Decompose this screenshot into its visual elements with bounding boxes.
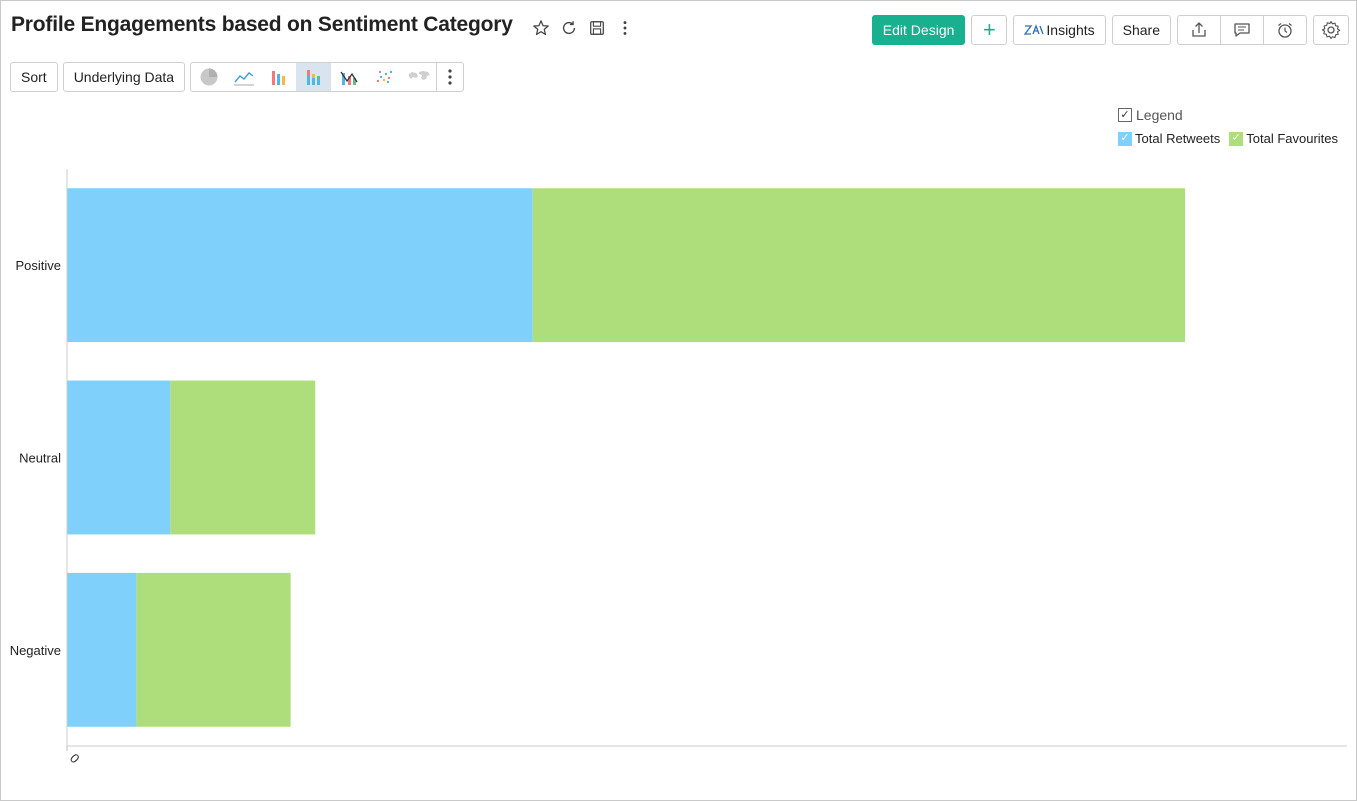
insights-button[interactable]: Insights	[1013, 15, 1106, 45]
comment-icon[interactable]	[1221, 16, 1264, 44]
line-chart-icon[interactable]	[226, 63, 261, 91]
bar-chart-icon[interactable]	[261, 63, 296, 91]
pie-chart-icon[interactable]	[191, 63, 226, 91]
checkbox-icon[interactable]: ✓	[1229, 131, 1244, 146]
bar-segment	[67, 380, 171, 535]
bar-segment	[532, 188, 1186, 343]
more-chart-types-icon[interactable]	[436, 63, 463, 91]
bar-segment	[67, 572, 137, 727]
category-label: Neutral	[19, 451, 61, 466]
save-icon[interactable]	[587, 18, 607, 38]
sort-button[interactable]: Sort	[10, 62, 58, 92]
alarm-clock-icon[interactable]	[1264, 16, 1306, 44]
insights-label: Insights	[1046, 22, 1095, 38]
settings-gear-icon[interactable]	[1313, 15, 1349, 45]
legend-items: ✓ Total Retweets ✓ Total Favourites	[1118, 131, 1338, 146]
legend-checkbox-icon[interactable]: ✓	[1118, 108, 1132, 122]
underlying-data-button[interactable]: Underlying Data	[62, 62, 186, 92]
legend-label: Total Retweets	[1135, 131, 1221, 146]
legend-item-favourites[interactable]: ✓ Total Favourites	[1229, 131, 1338, 146]
chart-type-switcher	[190, 62, 465, 92]
legend: ✓ Legend ✓ Total Retweets ✓ Total Favour…	[1118, 107, 1338, 146]
header-toolbar: Edit Design + Insights Share	[871, 15, 1349, 45]
add-button[interactable]: +	[971, 15, 1008, 45]
checkbox-icon[interactable]: ✓	[1118, 131, 1132, 146]
legend-toggle[interactable]: ✓ Legend	[1118, 107, 1338, 123]
bar-segment	[136, 572, 291, 727]
actions-button-group	[1177, 15, 1307, 45]
star-icon[interactable]	[531, 18, 551, 38]
edit-design-button[interactable]: Edit Design	[871, 15, 966, 45]
legend-item-retweets[interactable]: ✓ Total Retweets	[1118, 131, 1220, 146]
combo-chart-icon[interactable]	[331, 63, 366, 91]
refresh-icon[interactable]	[559, 18, 579, 38]
bar-segment	[170, 380, 316, 535]
view-toolbar: Sort Underlying Data	[10, 62, 465, 92]
title-actions	[531, 18, 635, 38]
legend-title: Legend	[1136, 107, 1183, 123]
insights-icon	[1024, 23, 1044, 37]
export-icon[interactable]	[1178, 16, 1221, 44]
scatter-chart-icon[interactable]	[366, 63, 401, 91]
category-label: Negative	[10, 643, 61, 658]
map-chart-icon[interactable]	[401, 63, 436, 91]
more-vertical-icon[interactable]	[615, 18, 635, 38]
share-button[interactable]: Share	[1111, 15, 1171, 45]
bar-segment	[67, 188, 533, 343]
stacked-bar-chart-icon[interactable]	[296, 63, 332, 91]
legend-label: Total Favourites	[1246, 131, 1339, 146]
x-tick-label: 0	[67, 751, 83, 767]
category-label: Positive	[15, 258, 61, 273]
page-title: Profile Engagements based on Sentiment C…	[11, 13, 513, 36]
